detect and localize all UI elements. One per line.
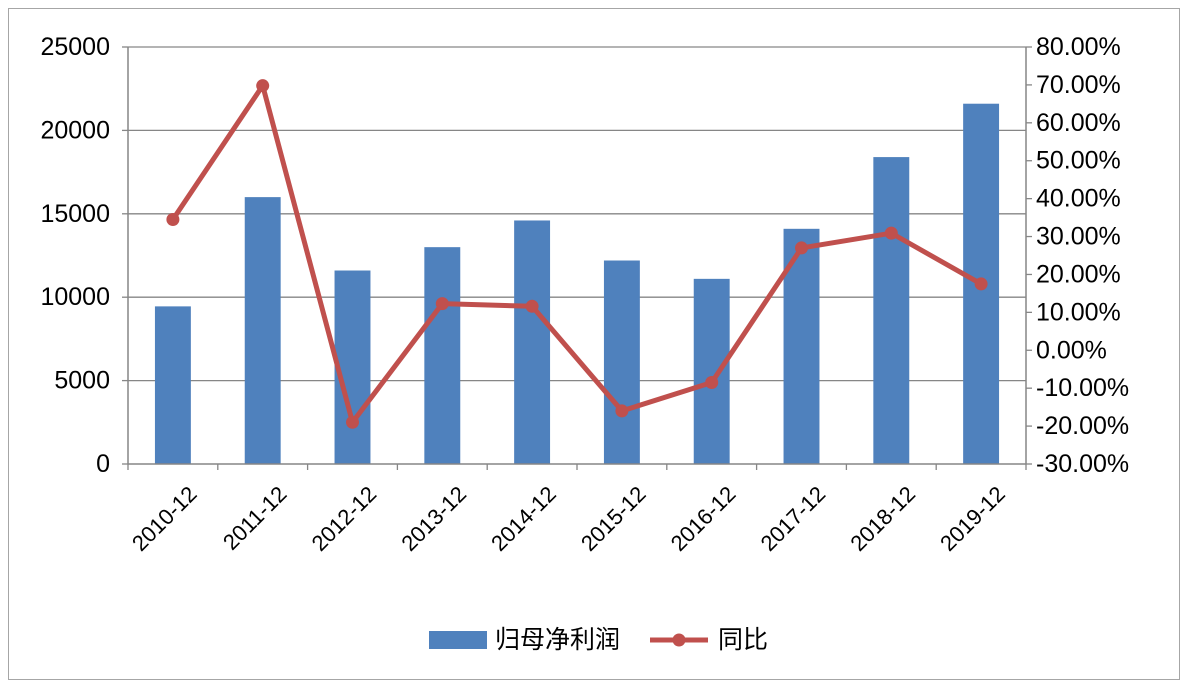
right-tick-label-3: 0.00% xyxy=(1036,336,1107,364)
bar-2018-12 xyxy=(873,157,910,464)
legend-label-line: 同比 xyxy=(718,626,768,654)
right-tick-label-7: 40.00% xyxy=(1036,185,1121,213)
x-tick-label-2018-12: 2018-12 xyxy=(845,481,920,556)
bar-2013-12 xyxy=(424,247,461,464)
right-tick-label-1: -20.00% xyxy=(1036,412,1129,440)
axes xyxy=(122,46,1032,470)
left-tick-label-4: 20000 xyxy=(40,116,110,144)
line-point-2015-12 xyxy=(615,404,629,418)
right-tick-label-5: 20.00% xyxy=(1036,260,1121,288)
x-tick-label-2014-12: 2014-12 xyxy=(486,481,561,556)
left-tick-label-0: 0 xyxy=(96,450,110,478)
line-point-2017-12 xyxy=(795,241,808,255)
line-point-2010-12 xyxy=(166,212,180,226)
bar-series-归母净利润 xyxy=(154,103,1000,464)
line-path-同比 xyxy=(170,83,984,425)
right-tick-label-8: 50.00% xyxy=(1036,147,1121,175)
chart-frame: 0 5000 10000 15000 20000 25000 -30.00% -20.00% -… xyxy=(8,8,1180,680)
legend-swatch-bar xyxy=(429,631,487,649)
x-tick-label-2019-12: 2019-12 xyxy=(935,481,1010,556)
x-tick-label-2016-12: 2016-12 xyxy=(666,481,741,556)
bar-2016-12 xyxy=(693,278,730,464)
line-point-2018-12 xyxy=(884,226,898,240)
right-tick-label-10: 70.00% xyxy=(1036,71,1121,99)
left-tick-label-5: 25000 xyxy=(40,33,110,61)
bar-2015-12 xyxy=(603,260,640,464)
line-point-2011-12 xyxy=(256,79,270,93)
x-tick-label-2010-12: 2010-12 xyxy=(127,481,202,556)
legend-label-bar: 归母净利润 xyxy=(495,626,620,654)
right-tick-label-9: 60.00% xyxy=(1036,109,1121,137)
x-tick-label-2012-12: 2012-12 xyxy=(307,481,382,556)
line-point-2019-12 xyxy=(974,277,988,291)
line-point-2013-12 xyxy=(435,297,449,311)
left-tick-label-1: 5000 xyxy=(54,367,110,395)
left-tick-label-2: 10000 xyxy=(40,283,110,311)
right-tick-label-6: 30.00% xyxy=(1036,223,1121,251)
x-tick-label-2011-12: 2011-12 xyxy=(218,481,292,555)
x-tick-label-2017-12: 2017-12 xyxy=(756,481,831,556)
combo-chart: 0 5000 10000 15000 20000 25000 -30.00% -20.00% -… xyxy=(40,33,1129,654)
x-tick-label-2013-12: 2013-12 xyxy=(396,481,471,556)
bar-2014-12 xyxy=(514,220,551,464)
x-tick-label-2015-12: 2015-12 xyxy=(576,481,651,556)
right-tick-label-2: -10.00% xyxy=(1036,374,1129,402)
line-point-2014-12 xyxy=(525,299,539,313)
legend: 归母净利润 同比 xyxy=(429,626,768,654)
right-tick-label-0: -30.00% xyxy=(1036,450,1129,478)
line-point-2012-12 xyxy=(346,415,359,429)
left-tick-label-3: 15000 xyxy=(40,200,110,228)
right-tick-label-11: 80.00% xyxy=(1036,33,1121,61)
right-tick-label-4: 10.00% xyxy=(1036,298,1121,326)
bar-2012-12 xyxy=(334,270,371,464)
line-point-2016-12 xyxy=(705,375,719,389)
bar-2010-12 xyxy=(154,306,191,464)
bar-2011-12 xyxy=(244,197,281,464)
legend-marker-line xyxy=(672,633,686,647)
line-series-同比 xyxy=(166,79,988,429)
